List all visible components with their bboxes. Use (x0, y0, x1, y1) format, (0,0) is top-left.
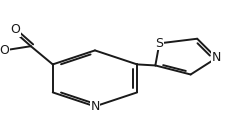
Text: S: S (155, 37, 163, 50)
Text: N: N (90, 100, 100, 113)
Text: N: N (212, 52, 221, 65)
Text: O: O (10, 23, 20, 36)
Text: O: O (0, 44, 9, 57)
